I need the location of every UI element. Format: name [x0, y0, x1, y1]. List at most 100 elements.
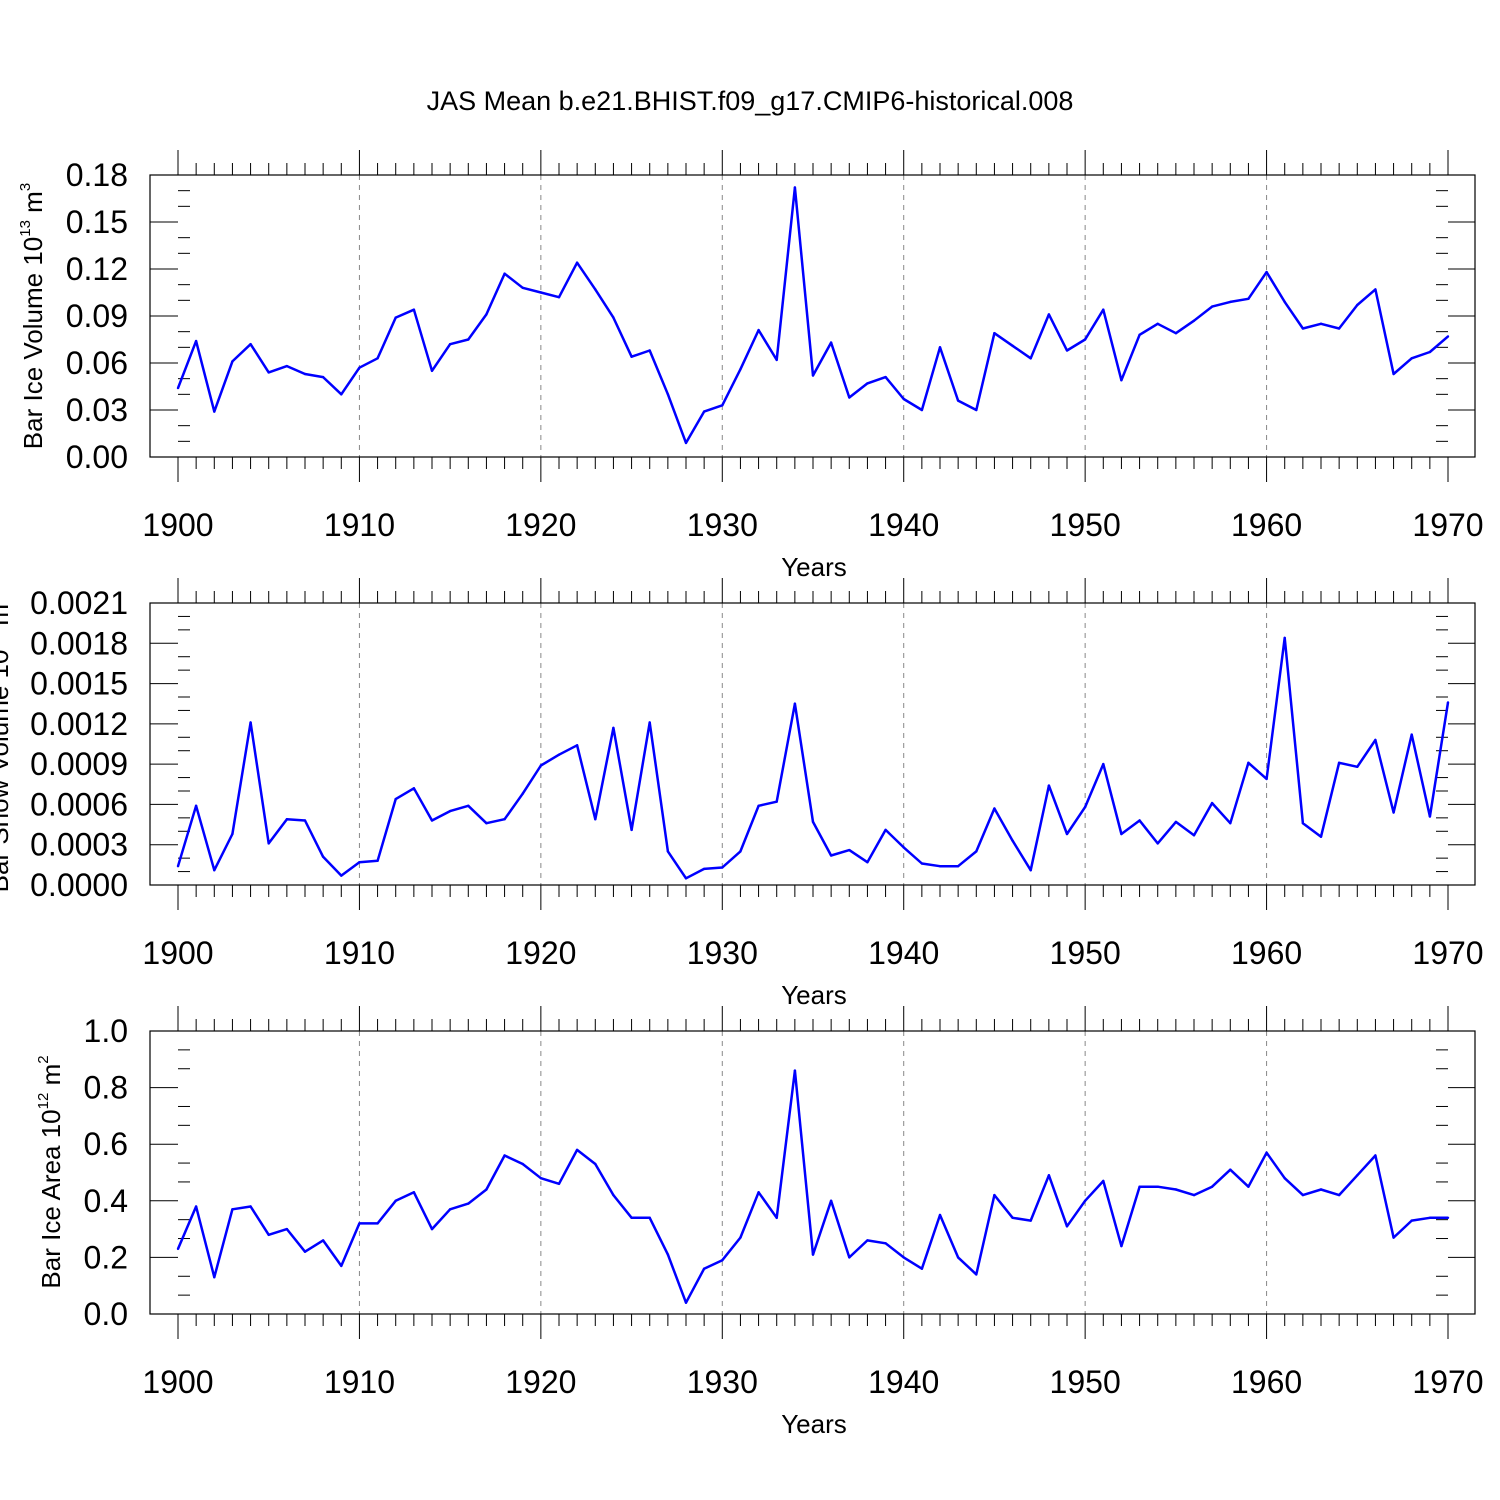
y-tick-label: 0.15 [66, 204, 128, 240]
y-axis-label: Bar Ice Area 1012 m2 [35, 1055, 66, 1288]
data-point-1944 [975, 1273, 978, 1276]
data-point-1900 [176, 1247, 180, 1251]
data-point-1951 [1102, 308, 1105, 311]
data-point-1936 [829, 341, 833, 344]
data-point-1949 [1065, 349, 1069, 352]
data-point-1960 [1265, 1151, 1268, 1154]
data-point-1934 [793, 1069, 797, 1072]
data-point-1937 [848, 396, 851, 399]
y-tick-label: 0.0012 [30, 706, 128, 742]
data-point-1923 [594, 818, 597, 821]
data-point-1935 [811, 1253, 815, 1256]
data-point-1926 [648, 349, 651, 352]
data-point-1929 [702, 1267, 706, 1270]
data-point-1950 [1083, 338, 1087, 341]
panel-ice-area: 1900 1910 1920 1930 1940 1950 1960 1970 Years 0.0… [35, 1006, 1484, 1439]
data-point-1903 [231, 360, 234, 363]
data-point-1969 [1428, 815, 1432, 818]
data-point-1900 [176, 386, 180, 390]
data-point-1930 [721, 866, 724, 869]
data-point-1901 [194, 339, 198, 343]
x-tick-label: 1940 [868, 507, 939, 543]
data-point-1935 [811, 374, 815, 377]
data-point-1916 [467, 338, 470, 341]
data-point-1901 [194, 1205, 198, 1208]
panel-snow-volume: 1900 1910 1920 1930 1940 1950 1960 1970 Years 0.0… [0, 578, 1484, 1010]
data-point-1965 [1356, 1174, 1359, 1177]
y-axis-label-unit-exponent: 2 [35, 1055, 52, 1063]
data-point-1933 [775, 800, 778, 803]
data-point-1942 [938, 1213, 942, 1217]
data-point-1927 [666, 1253, 670, 1256]
data-point-1904 [249, 1205, 252, 1208]
data-point-1948 [1047, 1174, 1051, 1177]
data-point-1912 [394, 797, 397, 801]
x-tick-label: 1900 [142, 1364, 213, 1400]
data-point-1961 [1283, 1177, 1286, 1180]
data-point-1933 [775, 358, 778, 362]
y-tick-label: 0.00 [66, 439, 128, 475]
data-point-1944 [975, 408, 978, 412]
data-point-1908 [321, 855, 325, 858]
data-point-1909 [340, 874, 343, 877]
data-point-1907 [303, 1250, 307, 1253]
data-point-1967 [1392, 1236, 1395, 1239]
x-tick-label: 1950 [1050, 1364, 1121, 1400]
data-point-1918 [503, 1154, 506, 1157]
data-point-1915 [448, 1208, 452, 1211]
data-point-1914 [430, 819, 434, 822]
data-point-1927 [666, 850, 670, 853]
data-point-1943 [956, 1256, 960, 1259]
data-point-1957 [1210, 801, 1214, 805]
data-point-1949 [1065, 1225, 1069, 1228]
x-tick-label: 1920 [505, 935, 576, 971]
data-point-1965 [1356, 765, 1359, 768]
x-tick-label: 1930 [687, 935, 758, 971]
data-point-1924 [612, 726, 615, 730]
y-axis-label: Bar Snow Volume 1013 m3 [0, 596, 14, 893]
data-point-1945 [993, 807, 996, 810]
data-point-1963 [1319, 322, 1323, 325]
data-point-1969 [1428, 350, 1432, 354]
data-point-1918 [503, 272, 506, 275]
y-tick-label: 0.8 [84, 1070, 128, 1106]
data-point-1967 [1392, 372, 1395, 376]
data-point-1955 [1174, 1188, 1178, 1191]
data-point-1956 [1192, 1193, 1196, 1197]
data-point-1908 [321, 375, 325, 379]
data-point-1957 [1210, 1185, 1214, 1188]
data-point-1940 [902, 846, 905, 849]
data-point-1955 [1174, 332, 1178, 335]
data-point-1952 [1120, 832, 1123, 836]
data-point-1954 [1156, 322, 1159, 325]
data-point-1968 [1410, 733, 1413, 736]
y-tick-label: 0.12 [66, 251, 128, 287]
data-point-1907 [303, 372, 307, 376]
y-tick-label: 0.09 [66, 298, 128, 334]
data-point-1963 [1319, 835, 1323, 838]
x-tick-label: 1950 [1050, 507, 1121, 543]
y-axis-label: Bar Ice Volume 1013 m3 [17, 183, 48, 449]
data-point-1964 [1337, 761, 1341, 764]
data-point-1934 [793, 702, 797, 705]
data-point-1940 [902, 1256, 905, 1259]
data-point-1929 [702, 410, 706, 413]
data-point-1908 [321, 1239, 325, 1242]
data-point-1906 [285, 1227, 289, 1231]
data-point-1959 [1247, 297, 1250, 300]
y-tick-label: 0.03 [66, 392, 128, 428]
data-point-1963 [1319, 1188, 1323, 1191]
data-point-1951 [1102, 762, 1105, 766]
data-point-1926 [648, 721, 651, 724]
data-point-1941 [920, 408, 924, 412]
data-point-1960 [1265, 777, 1268, 781]
data-point-1939 [884, 1242, 887, 1245]
data-point-1916 [467, 1202, 470, 1205]
x-tick-label: 1920 [505, 507, 576, 543]
data-point-1913 [412, 787, 416, 790]
data-point-1911 [376, 357, 379, 360]
x-tick-label: 1970 [1412, 935, 1483, 971]
data-point-1950 [1083, 1199, 1087, 1203]
data-point-1900 [176, 865, 180, 868]
data-point-1905 [267, 371, 270, 374]
